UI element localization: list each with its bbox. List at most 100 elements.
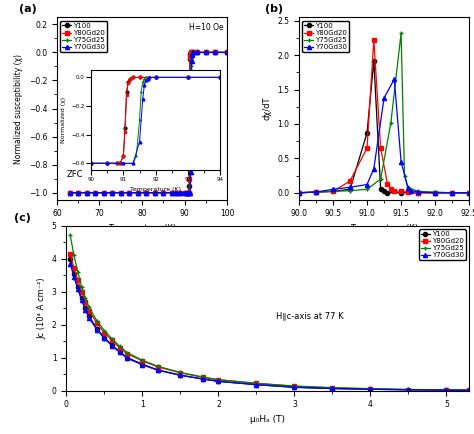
Y75Gd25 xyxy=(415,189,421,194)
Y100 xyxy=(398,190,404,195)
Line: Y70Gd30: Y70Gd30 xyxy=(68,262,471,392)
Y70Gd30 xyxy=(187,190,193,195)
Y80Gd20 xyxy=(296,190,301,195)
Y100 xyxy=(186,190,192,195)
Y100 xyxy=(292,385,297,390)
Y80Gd20 xyxy=(415,190,421,195)
Y80Gd20 xyxy=(94,320,100,326)
Y75Gd25 xyxy=(330,189,336,194)
Y70Gd30 xyxy=(117,350,122,355)
Y80Gd20 xyxy=(152,190,158,195)
Y80Gd20 xyxy=(254,381,259,386)
Y75Gd25 xyxy=(101,190,107,195)
Y75Gd25 xyxy=(169,190,175,195)
Y100 xyxy=(86,314,92,319)
Y75Gd25 xyxy=(109,336,115,342)
Y70Gd30 xyxy=(330,187,336,192)
Y75Gd25 xyxy=(225,50,230,55)
Y100 xyxy=(187,57,193,62)
Y80Gd20 xyxy=(75,277,81,283)
Line: Y75Gd25: Y75Gd25 xyxy=(68,233,471,392)
Y70Gd30 xyxy=(371,166,377,171)
Y75Gd25 xyxy=(178,370,183,375)
Y80Gd20 xyxy=(203,50,209,55)
Y80Gd20 xyxy=(398,189,404,194)
Y80Gd20 xyxy=(188,51,193,56)
Y75Gd25 xyxy=(201,375,206,380)
Y80Gd20 xyxy=(173,190,179,195)
Y100 xyxy=(432,190,438,195)
Y80Gd20 xyxy=(178,370,183,375)
Y70Gd30 xyxy=(182,190,188,195)
Y80Gd20 xyxy=(188,50,194,55)
Y100 xyxy=(449,190,455,195)
Y70Gd30 xyxy=(409,188,414,193)
Y80Gd20 xyxy=(392,188,397,193)
Y75Gd25 xyxy=(406,387,411,392)
Y100 xyxy=(173,190,179,195)
Y100 xyxy=(124,355,130,360)
Y80Gd20 xyxy=(432,190,438,195)
Y75Gd25 xyxy=(190,50,195,55)
Y75Gd25 xyxy=(347,188,353,193)
Y70Gd30 xyxy=(75,190,81,195)
Text: (b): (b) xyxy=(265,4,283,14)
Y100 xyxy=(118,190,124,195)
Y100 xyxy=(203,50,209,55)
Y100 xyxy=(84,190,90,195)
Y80Gd20 xyxy=(101,190,107,195)
Y100 xyxy=(182,190,188,195)
Y75Gd25 xyxy=(203,50,209,55)
Line: Y80Gd20: Y80Gd20 xyxy=(297,38,471,195)
Y70Gd30 xyxy=(127,190,132,195)
Line: Y70Gd30: Y70Gd30 xyxy=(68,50,229,195)
Y75Gd25 xyxy=(67,190,73,195)
Y80Gd20 xyxy=(117,345,122,350)
Y80Gd20 xyxy=(178,190,183,195)
Y80Gd20 xyxy=(364,145,370,151)
Y100 xyxy=(368,387,374,392)
Y100 xyxy=(225,50,230,55)
Text: (a): (a) xyxy=(19,4,37,14)
Y80Gd20 xyxy=(187,54,193,59)
Y70Gd30 xyxy=(86,316,92,321)
Y80Gd20 xyxy=(184,190,190,195)
Y80Gd20 xyxy=(444,388,449,393)
Y80Gd20 xyxy=(118,190,124,195)
Y70Gd30 xyxy=(398,159,404,164)
Y70Gd30 xyxy=(101,190,107,195)
Y70Gd30 xyxy=(118,190,124,195)
Y70Gd30 xyxy=(292,385,297,390)
Y100 xyxy=(144,190,149,195)
Y70Gd30 xyxy=(75,286,81,292)
Y80Gd20 xyxy=(75,190,81,195)
Y80Gd20 xyxy=(139,358,145,364)
Y80Gd20 xyxy=(330,189,336,194)
Y80Gd20 xyxy=(109,190,115,195)
Y70Gd30 xyxy=(392,77,397,82)
Y75Gd25 xyxy=(368,386,374,391)
Y80Gd20 xyxy=(187,78,192,83)
Y75Gd25 xyxy=(189,53,194,58)
Y80Gd20 xyxy=(169,190,175,195)
Y80Gd20 xyxy=(185,190,191,195)
Y75Gd25 xyxy=(82,295,88,300)
X-axis label: Temperature (K): Temperature (K) xyxy=(350,224,418,233)
X-axis label: Temperature (K): Temperature (K) xyxy=(108,224,176,233)
Line: Y80Gd20: Y80Gd20 xyxy=(68,252,471,392)
Y80Gd20 xyxy=(195,50,201,55)
Y70Gd30 xyxy=(184,190,190,195)
Y100 xyxy=(329,386,335,391)
Y70Gd30 xyxy=(71,274,77,279)
Y75Gd25 xyxy=(212,50,218,55)
Text: (c): (c) xyxy=(14,213,31,223)
Y75Gd25 xyxy=(189,64,194,69)
Y100 xyxy=(135,190,141,195)
Y75Gd25 xyxy=(364,187,370,192)
Y70Gd30 xyxy=(155,368,160,373)
Y80Gd20 xyxy=(406,387,411,392)
Y75Gd25 xyxy=(444,387,449,392)
Y75Gd25 xyxy=(378,176,383,181)
Y100 xyxy=(184,190,190,195)
Y100 xyxy=(216,379,221,384)
